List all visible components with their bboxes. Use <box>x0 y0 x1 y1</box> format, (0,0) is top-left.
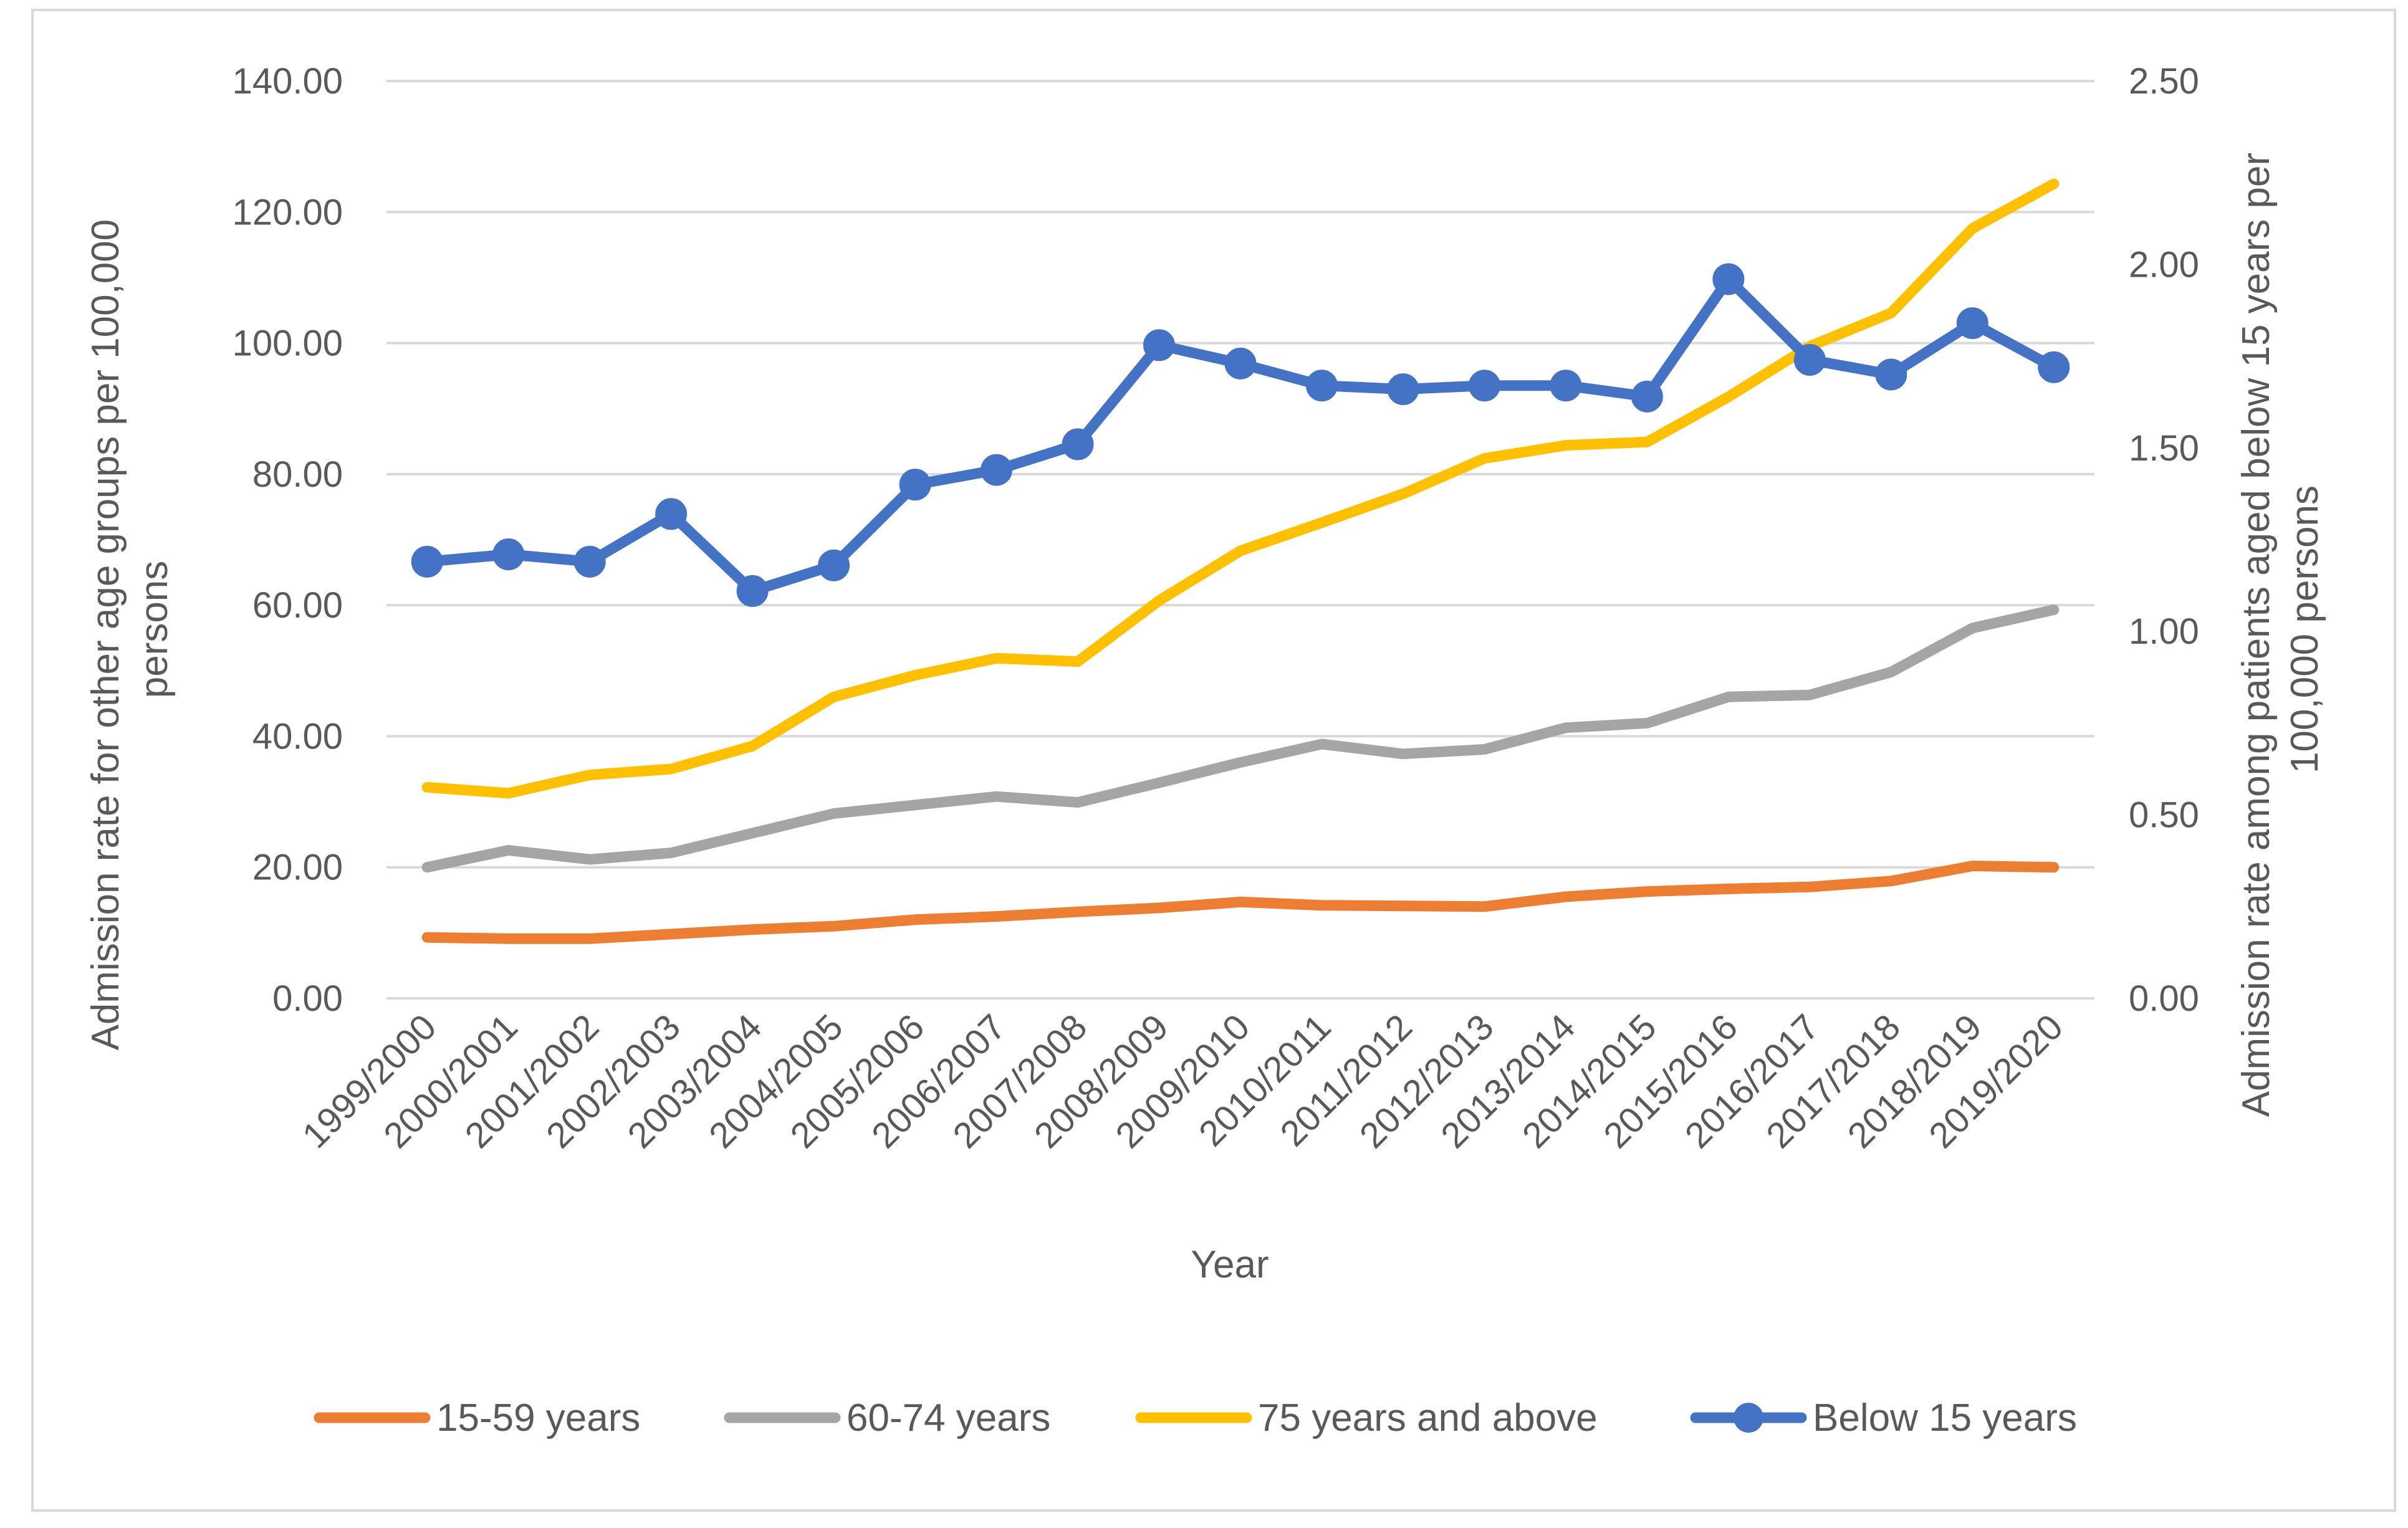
data-point <box>981 454 1013 486</box>
data-point <box>1875 358 1907 391</box>
y2-tick-label: 1.50 <box>2129 428 2199 469</box>
y-tick-label: 80.00 <box>252 454 343 495</box>
legend-label: 75 years and above <box>1258 1397 1598 1440</box>
y2-tick-label: 0.50 <box>2129 795 2199 836</box>
y2-tick-label: 0.00 <box>2129 978 2199 1019</box>
y-tick-label: 0.00 <box>272 978 343 1019</box>
y2-tick-label: 2.00 <box>2129 244 2199 285</box>
y-tick-label: 60.00 <box>252 585 343 626</box>
data-point <box>1224 347 1257 380</box>
legend-label: Below 15 years <box>1813 1397 2077 1440</box>
series-markers <box>411 263 2070 607</box>
series-line-2 <box>421 178 2060 799</box>
series-line-1 <box>421 604 2060 873</box>
y2-tick-label: 2.50 <box>2129 61 2199 102</box>
y-axis-title-line-1: Admission rate for other age groups per … <box>84 219 127 1051</box>
y-tick-label: 40.00 <box>252 716 343 757</box>
data-point <box>1550 370 1582 402</box>
data-point <box>1793 343 1826 376</box>
y-axis-right-ticks: 0.00 0.50 1.00 1.50 2.00 2.50 <box>2129 61 2199 1019</box>
y2-axis-title-line-2: 100,000 persons <box>2283 485 2326 773</box>
legend: 15-59 years 60-74 years 75 years and above… <box>314 1397 2077 1440</box>
data-point <box>1305 370 1338 402</box>
y-tick-label: 20.00 <box>252 848 343 888</box>
y-tick-label: 100.00 <box>233 323 343 364</box>
x-axis-title: Year <box>1191 1243 1269 1286</box>
legend-marker <box>1734 1403 1763 1433</box>
legend-label: 15-59 years <box>436 1397 640 1440</box>
chart-border <box>31 9 2396 1512</box>
data-point <box>1143 329 1176 361</box>
y2-axis-title-line-1: Admission rate among patients aged below… <box>2235 153 2278 1117</box>
data-point <box>1387 373 1419 406</box>
data-point <box>655 498 688 530</box>
data-point <box>573 545 606 578</box>
legend-label: 60-74 years <box>847 1397 1050 1440</box>
y-tick-label: 120.00 <box>233 192 343 232</box>
data-point <box>411 545 443 578</box>
data-point <box>1062 428 1094 461</box>
data-point <box>818 549 850 581</box>
y-axis-left-ticks: 0.00 20.00 40.00 60.00 80.00 100.00 120.00 140.… <box>233 61 343 1019</box>
y-tick-label: 140.00 <box>233 61 343 102</box>
data-point <box>1468 370 1500 402</box>
data-point <box>899 469 931 501</box>
y-axis-title: Admission rate for other age groups per … <box>84 208 176 1050</box>
data-point <box>1712 263 1745 295</box>
data-point <box>2038 351 2070 383</box>
data-point <box>736 575 769 607</box>
data-point <box>1956 307 1988 340</box>
data-point <box>492 538 525 571</box>
data-point <box>1631 380 1663 413</box>
y-axis-title-line-2: persons <box>133 561 176 699</box>
series-line-0 <box>421 861 2060 944</box>
y2-tick-label: 1.00 <box>2129 611 2199 652</box>
y2-axis-title: Admission rate among patients aged below… <box>2235 142 2326 1117</box>
